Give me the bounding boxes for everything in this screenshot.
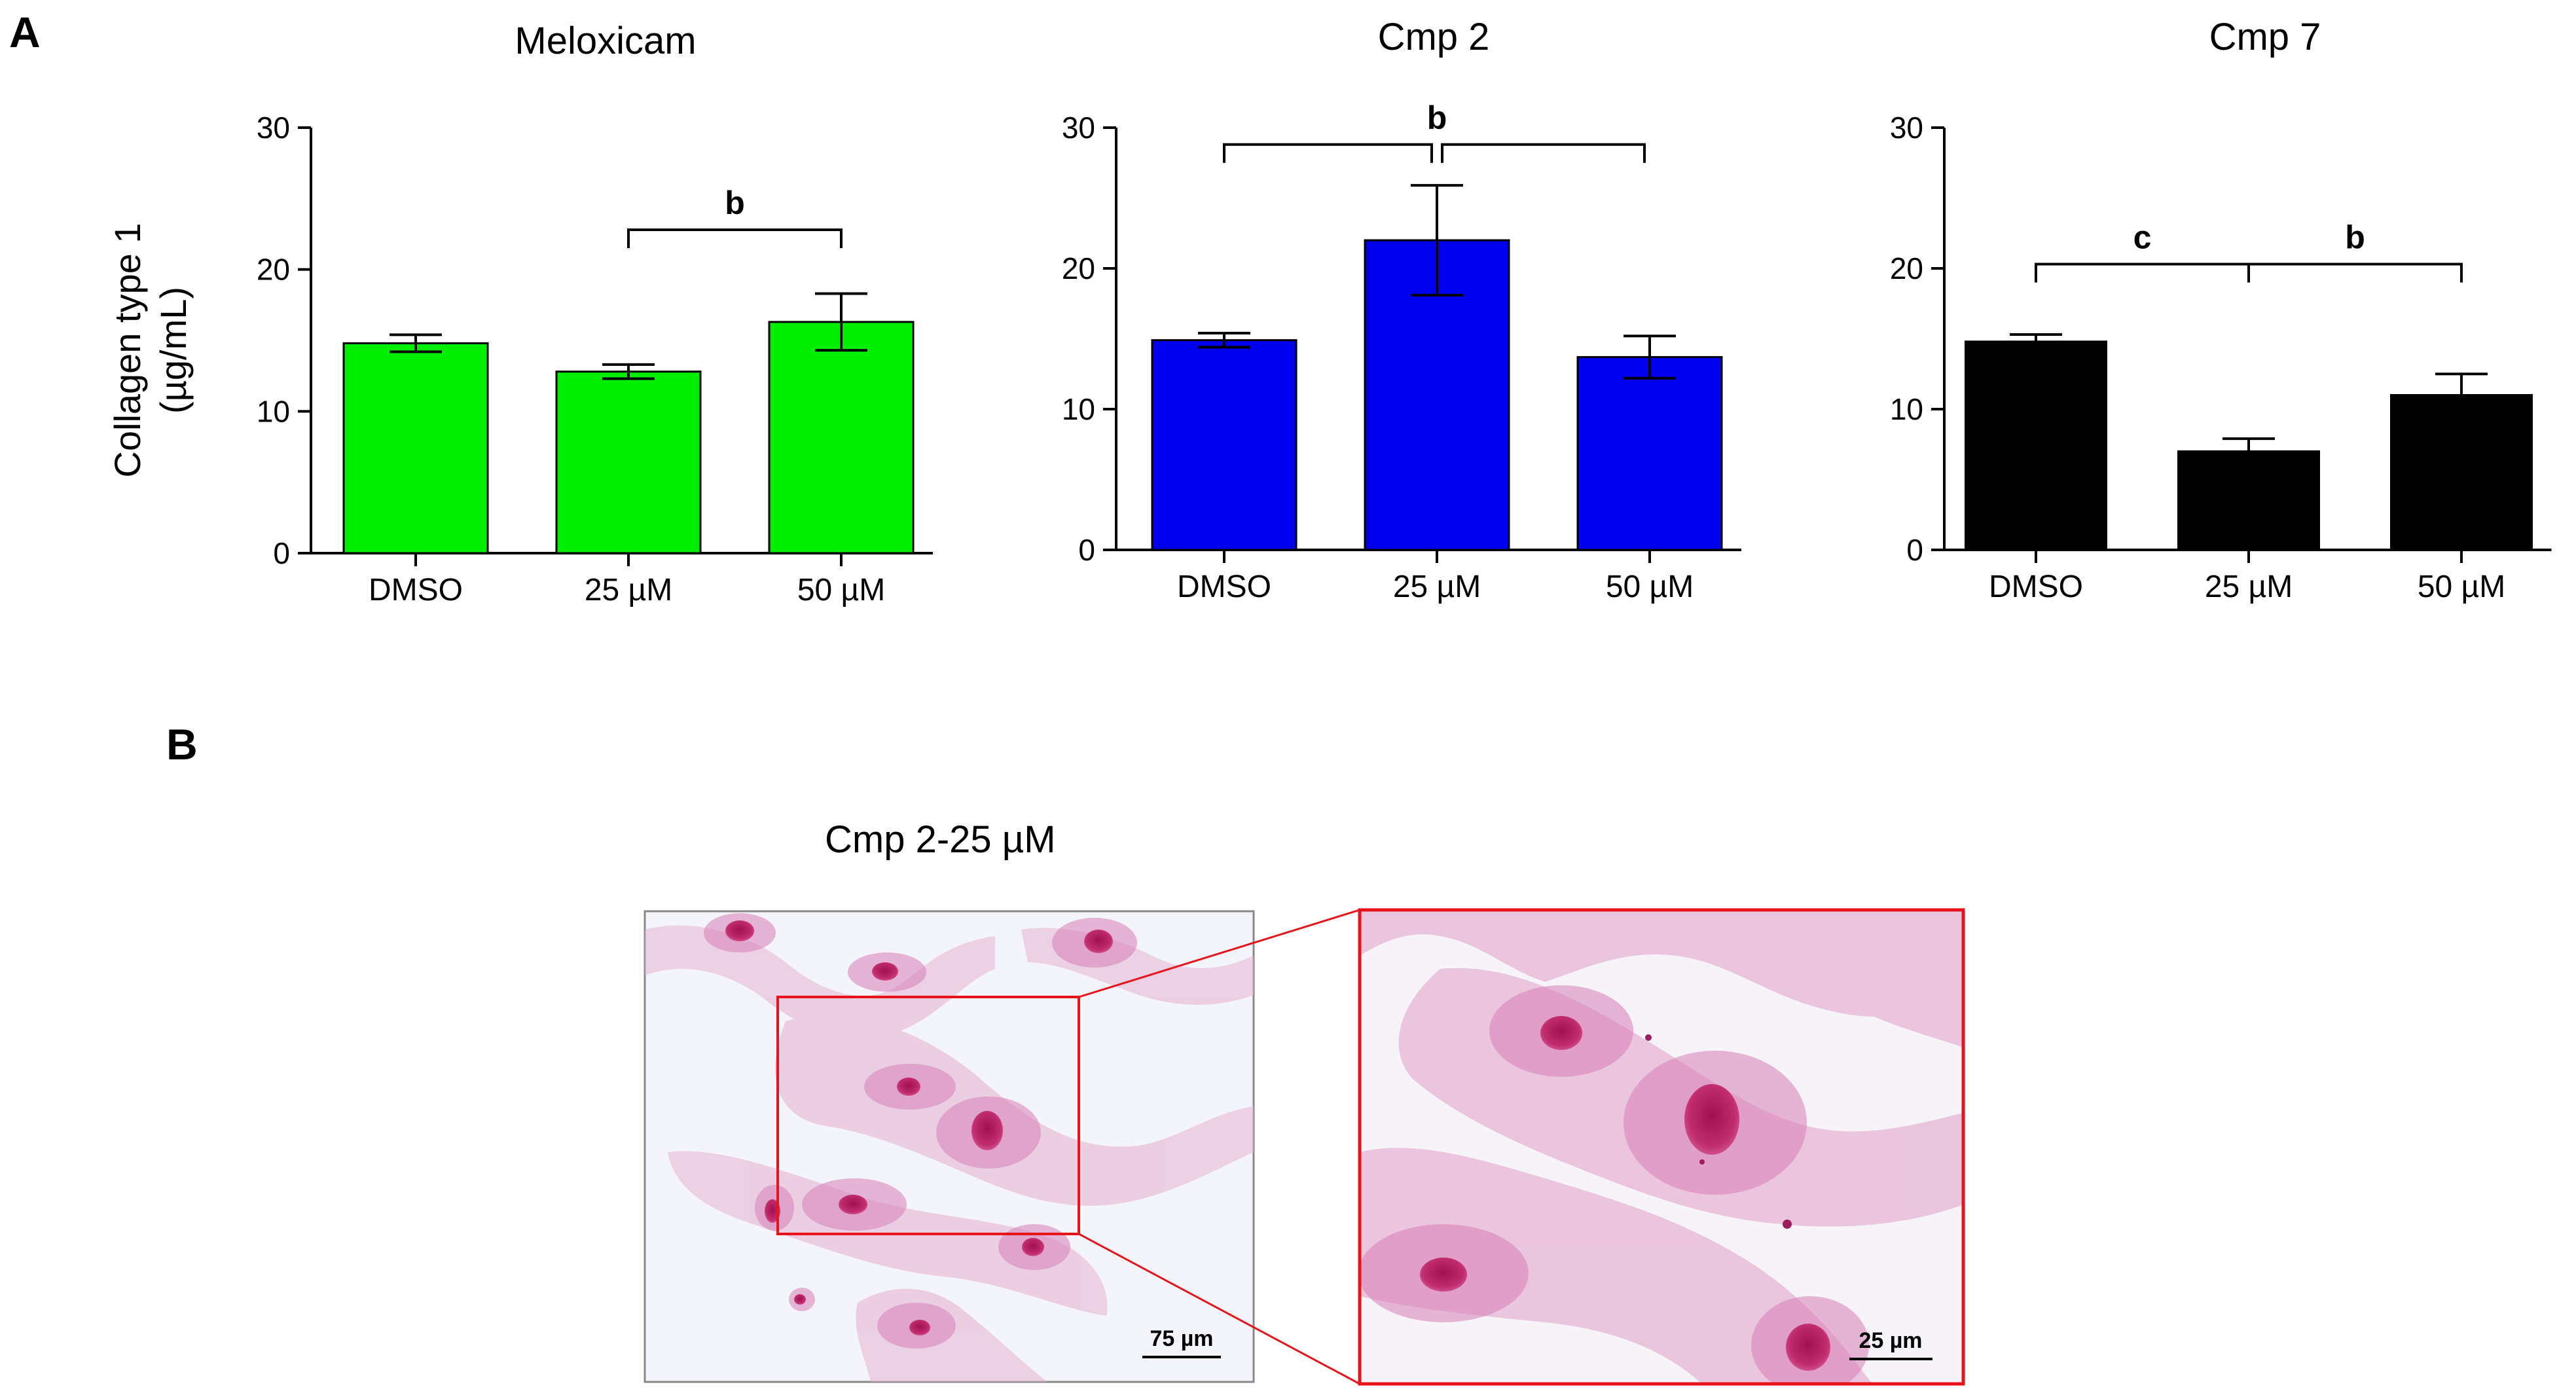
- bar: [342, 342, 489, 554]
- x-tick-label: DMSO: [1989, 570, 2083, 604]
- bar: [1151, 339, 1297, 551]
- y-tick-label: 20: [1890, 251, 1923, 285]
- zoom-region: [776, 996, 1080, 1235]
- significance-label: b: [1427, 100, 1447, 136]
- micrograph-title: Cmp 2-25 µM: [825, 818, 1056, 861]
- zoom-connector-top: [1078, 909, 1360, 998]
- significance-label: c: [2133, 219, 2152, 256]
- y-tick-label: 0: [1078, 533, 1095, 567]
- micrograph-zoom-cells: [1360, 910, 1963, 1384]
- x-tick-label: 50 µM: [1606, 570, 1694, 604]
- bar: [1576, 355, 1723, 551]
- significance-bracket: [2247, 263, 2463, 283]
- panel-b-label: B: [166, 720, 198, 769]
- chart-cmp2: Cmp 2 0 10 20 30 DMSO 25 µM 50 µM b: [1062, 16, 1741, 604]
- y-axis-unit: (µg/mL): [153, 287, 194, 414]
- y-tick-label: 10: [1890, 392, 1923, 426]
- zoom-connector-bottom: [1078, 1233, 1360, 1385]
- significance-bracket: [1223, 143, 1433, 163]
- micrograph-zoom: 25 µm: [1358, 908, 1965, 1386]
- y-tick-label: 20: [1062, 251, 1095, 285]
- y-tick-label: 30: [257, 111, 290, 145]
- bar: [2390, 394, 2533, 551]
- significance-bracket: [627, 228, 843, 248]
- bar: [2177, 450, 2320, 551]
- scale-label-zoom: 25 µm: [1859, 1328, 1922, 1353]
- significance-bracket: [1441, 143, 1646, 163]
- scale-label-overview: 75 µm: [1150, 1326, 1213, 1351]
- significance-label: b: [725, 185, 745, 221]
- y-tick-label: 30: [1890, 111, 1923, 145]
- significance-label: b: [2345, 219, 2365, 256]
- micrograph-overview: 75 µm: [644, 910, 1255, 1383]
- y-tick-label: 20: [257, 253, 290, 287]
- chart-title: Cmp 7: [2209, 16, 2321, 58]
- y-tick-label: 10: [1062, 392, 1095, 426]
- y-tick-label: 30: [1062, 111, 1095, 145]
- x-tick-label: 25 µM: [2205, 570, 2293, 604]
- y-axis-title: Collagen type 1 (µg/mL): [107, 223, 194, 477]
- chart-title: Cmp 2: [1378, 16, 1490, 58]
- x-tick-label: 25 µM: [585, 573, 672, 607]
- y-axis-label: Collagen type 1: [107, 223, 148, 477]
- micrograph-zoom-frame: [1358, 908, 1965, 1386]
- chart-cmp7: Cmp 7 0 10 20 30 DMSO 25 µM 50 µM c b: [1890, 16, 2552, 604]
- y-tick-label: 0: [1906, 533, 1923, 567]
- y-tick-label: 10: [257, 394, 290, 428]
- x-tick-label: 50 µM: [797, 573, 885, 607]
- x-tick-label: 25 µM: [1393, 570, 1481, 604]
- chart-meloxicam: Meloxicam 0 10 20 30 DMSO 25 µM 50 µM b: [257, 20, 933, 607]
- significance-bracket: [2035, 263, 2250, 283]
- y-tick-label: 0: [273, 536, 290, 570]
- panel-a-label: A: [9, 8, 41, 56]
- bar: [768, 321, 915, 554]
- bar: [555, 371, 702, 554]
- chart-title: Meloxicam: [515, 20, 696, 62]
- x-tick-label: DMSO: [1177, 570, 1271, 604]
- bar: [1965, 340, 2107, 551]
- x-tick-label: 50 µM: [2418, 570, 2505, 604]
- x-tick-label: DMSO: [369, 573, 463, 607]
